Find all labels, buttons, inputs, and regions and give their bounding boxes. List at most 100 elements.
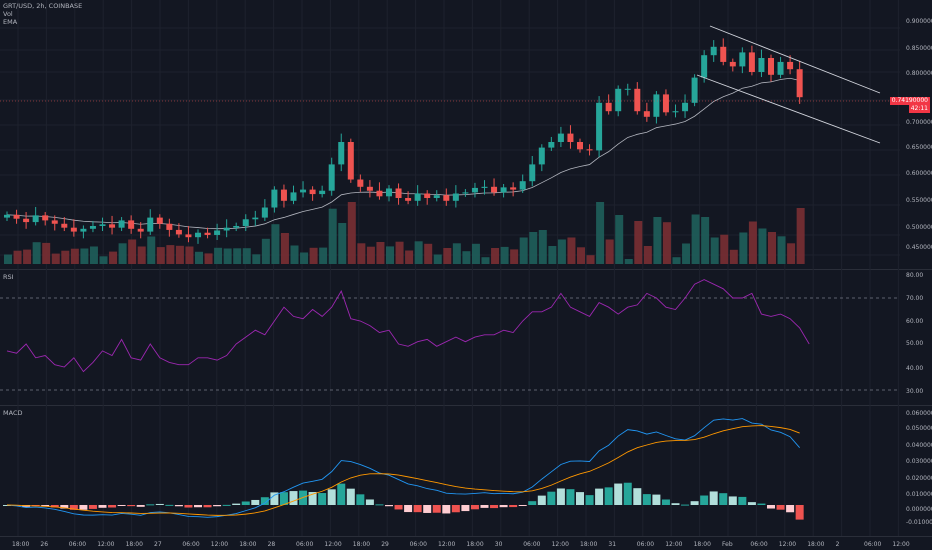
volume-bar xyxy=(405,250,414,264)
volume-bar xyxy=(548,246,557,264)
time-axis-label: 06:00 xyxy=(409,541,427,548)
volume-bar xyxy=(280,233,289,264)
macd-histogram-bar xyxy=(585,495,594,505)
candle-body xyxy=(796,69,803,98)
volume-bar xyxy=(529,232,538,264)
volume-bar xyxy=(23,249,32,264)
candle-body xyxy=(691,77,698,103)
rsi-axis-label: 50.00 xyxy=(906,340,924,347)
macd-histogram-bar xyxy=(327,489,336,505)
candle-body xyxy=(596,102,603,151)
candle-body xyxy=(710,46,717,56)
candle-body xyxy=(347,142,354,180)
countdown-badge: 42:11 xyxy=(908,105,930,113)
macd-histogram-bar xyxy=(490,505,499,509)
time-axis-label: 2 xyxy=(835,541,840,548)
candle-body xyxy=(768,58,774,75)
volume-bar xyxy=(118,243,127,264)
channel-upper-line xyxy=(709,25,881,94)
macd-histogram-bar xyxy=(213,505,222,507)
macd-histogram-bar xyxy=(747,502,756,505)
volume-bar xyxy=(357,243,366,264)
candle-body xyxy=(615,88,622,112)
volume-bar xyxy=(557,239,566,264)
macd-histogram-bar xyxy=(614,483,623,505)
macd-histogram-bar xyxy=(442,505,451,514)
volume-bar xyxy=(768,232,776,264)
time-axis-label: 30 xyxy=(494,541,503,548)
rsi-axis-label: 30.00 xyxy=(906,388,924,395)
volume-bar xyxy=(252,254,261,264)
time-axis-label: 27 xyxy=(154,541,162,548)
candle-body xyxy=(261,207,268,218)
macd-histogram-bar xyxy=(595,488,604,505)
candle-body xyxy=(720,46,727,62)
macd-histogram-bar xyxy=(767,505,775,509)
macd-histogram-bar xyxy=(451,505,460,513)
price-axis-label: 0.85000000 xyxy=(906,45,932,52)
price-axis-label: 0.65000000 xyxy=(906,144,932,151)
candle-body xyxy=(462,192,469,194)
macd-axis-label: 0.02000000 xyxy=(906,475,932,482)
candle-body xyxy=(128,220,135,229)
candle-body xyxy=(510,187,517,190)
candle-body xyxy=(605,102,612,112)
macd-histogram-bar xyxy=(633,488,642,505)
time-axis-label: 12:00 xyxy=(324,541,342,548)
macd-histogram-bar xyxy=(604,487,613,505)
candle-body xyxy=(481,186,488,188)
time-axis-label: 31 xyxy=(608,541,617,548)
macd-histogram-bar xyxy=(375,504,384,506)
macd-histogram-bar xyxy=(556,488,565,505)
macd-histogram-bar xyxy=(60,505,69,509)
candle-body xyxy=(701,55,708,78)
volume-bar xyxy=(720,234,729,264)
macd-histogram-bar xyxy=(356,494,365,505)
macd-histogram-bar xyxy=(3,505,11,506)
candle-body xyxy=(395,188,402,198)
macd-histogram-bar xyxy=(146,504,155,506)
volume-bar xyxy=(519,237,528,264)
candle-body xyxy=(328,164,335,191)
volume-bar xyxy=(185,246,194,264)
candle-body xyxy=(175,229,182,235)
candle-body xyxy=(300,189,307,193)
time-axis-label: 18:00 xyxy=(693,541,711,548)
ema-label: EMA xyxy=(3,18,18,26)
candle-body xyxy=(577,142,583,150)
candle-body xyxy=(32,215,39,223)
candle-body xyxy=(586,149,593,151)
macd-histogram-bar xyxy=(79,505,88,510)
vol-label: Vol xyxy=(3,10,13,18)
time-axis-label: 12:00 xyxy=(778,541,797,548)
volume-bar xyxy=(414,241,423,264)
volume-bar xyxy=(233,248,242,264)
macd-axis-label: 0.01000000 xyxy=(906,491,932,498)
candle-body xyxy=(748,52,755,72)
macd-histogram-bar xyxy=(537,495,546,505)
volume-bar xyxy=(271,224,280,264)
volume-bar xyxy=(61,250,70,264)
time-axis-label: 26 xyxy=(40,541,49,548)
candle-body xyxy=(405,198,412,201)
volume-bar xyxy=(710,237,719,264)
candle-body xyxy=(61,223,68,228)
volume-bar xyxy=(109,251,118,264)
candle-body xyxy=(386,188,392,197)
volume-bar xyxy=(691,214,700,264)
time-axis-label: 18:00 xyxy=(125,541,143,548)
candle-body xyxy=(89,226,96,229)
volume-bar xyxy=(605,239,614,264)
volume-bar xyxy=(51,253,60,264)
candle-body xyxy=(99,224,106,226)
macd-histogram-bar xyxy=(470,505,479,510)
macd-histogram-bar xyxy=(461,505,470,512)
macd-histogram-bar xyxy=(623,482,632,505)
macd-axis-label: 0.04000000 xyxy=(906,442,932,449)
macd-histogram-bar xyxy=(728,496,737,505)
candle-body xyxy=(491,186,498,193)
macd-histogram-bar xyxy=(127,505,136,507)
macd-histogram-bar xyxy=(681,504,690,506)
time-axis-label: 28 xyxy=(267,541,276,548)
